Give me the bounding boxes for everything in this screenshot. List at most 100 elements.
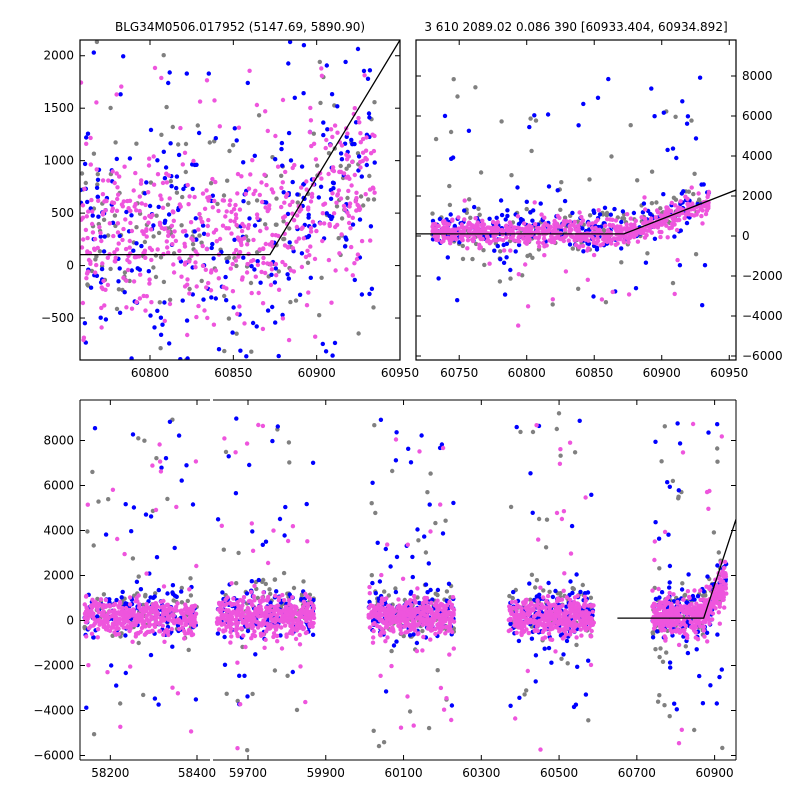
bottom-point-magenta (563, 626, 567, 630)
bottom-point-magenta (379, 631, 383, 635)
top-right-point-magenta (539, 212, 543, 216)
top-left-point-magenta (251, 238, 255, 242)
top-left-point-magenta (147, 163, 151, 167)
top-left-point-blue (185, 71, 189, 75)
bottom-point-grey (657, 566, 661, 570)
top-left-point-magenta (211, 205, 215, 209)
top-left-point-blue (214, 136, 218, 140)
bottom-point-magenta (385, 542, 389, 546)
top-left-point-blue (211, 256, 215, 260)
top-left-point-blue (306, 215, 310, 219)
bottom-point-grey (273, 668, 277, 672)
top-right-point-magenta (577, 245, 581, 249)
top-left-point-magenta (302, 236, 306, 240)
bottom-point-magenta (432, 615, 436, 619)
bottom-point-blue (184, 463, 188, 467)
top-left-point-blue (343, 244, 347, 248)
top-left-point-blue (293, 96, 297, 100)
bottom-point-grey (663, 424, 667, 428)
top-left-point-magenta (242, 236, 246, 240)
bottom-point-magenta (194, 459, 198, 463)
bottom-point-blue (164, 456, 168, 460)
bottom-point-grey (250, 692, 254, 696)
top-left-point-magenta (100, 261, 104, 265)
bottom-point-magenta (261, 424, 265, 428)
bottom-point-magenta (228, 640, 232, 644)
top-left-point-magenta (203, 207, 207, 211)
bottom-point-magenta (252, 594, 256, 598)
top-right-point-blue (678, 263, 682, 267)
bottom-point-magenta (371, 635, 375, 639)
top-left-point-blue (217, 347, 221, 351)
bottom-point-magenta (171, 618, 175, 622)
top-left-point-grey (227, 149, 231, 153)
bottom-point-blue (179, 589, 183, 593)
top-left-point-magenta (274, 273, 278, 277)
bottom-point-magenta (150, 463, 154, 467)
top-left-point-magenta (242, 321, 246, 325)
top-left-point-magenta (148, 246, 152, 250)
bottom-point-magenta (278, 619, 282, 623)
top-left-point-magenta (99, 239, 103, 243)
bottom-point-magenta (546, 614, 550, 618)
top-left-point-magenta (108, 221, 112, 225)
bottom-point-grey (661, 660, 665, 664)
bottom-point-magenta (153, 601, 157, 605)
top-left-point-blue (367, 115, 371, 119)
bottom-point-blue (177, 433, 181, 437)
top-right-point-magenta (675, 218, 679, 222)
top-left-point-magenta (360, 239, 364, 243)
top-left-point-grey (113, 213, 117, 217)
bottom-point-magenta (439, 686, 443, 690)
bottom-point-grey (222, 548, 226, 552)
bottom-point-magenta (507, 629, 511, 633)
top-left-point-grey (197, 233, 201, 237)
top-left-point-blue (344, 237, 348, 241)
top-right-point-magenta (586, 239, 590, 243)
top-right-point-magenta (487, 262, 491, 266)
top-left-point-grey (257, 113, 261, 117)
bottom-point-magenta (584, 599, 588, 603)
bottom-point-blue (274, 589, 278, 593)
bottom-point-magenta (86, 663, 90, 667)
bottom-point-magenta (286, 539, 290, 543)
top-left-points (78, 34, 377, 362)
bottom-point-magenta (114, 611, 118, 615)
top-left-point-blue (368, 68, 372, 72)
bottom-point-magenta (115, 537, 119, 541)
top-right-point-magenta (516, 323, 520, 327)
top-right-point-magenta (615, 237, 619, 241)
bottom-point-magenta (97, 618, 101, 622)
bottom-point-magenta (230, 622, 234, 626)
bottom-point-magenta (583, 495, 587, 499)
top-left-point-blue (197, 131, 201, 135)
top-left-point-magenta (251, 192, 255, 196)
bottom-point-grey (676, 495, 680, 499)
bottom-point-magenta (574, 623, 578, 627)
bottom-point-magenta (134, 632, 138, 636)
top-left-point-magenta (115, 197, 119, 201)
bottom-point-magenta (305, 610, 309, 614)
top-left-point-grey (315, 163, 319, 167)
bottom-point-blue (223, 663, 227, 667)
top-left-point-magenta (88, 136, 92, 140)
top-left-point-magenta (146, 190, 150, 194)
top-left-point-blue (84, 135, 88, 139)
bottom-point-magenta (449, 617, 453, 621)
bottom-point-blue (270, 439, 274, 443)
top-left-point-magenta (339, 232, 343, 236)
bottom-point-magenta (233, 618, 237, 622)
top-left-point-magenta (170, 224, 174, 228)
bottom-point-magenta (562, 589, 566, 593)
bottom-point-magenta (215, 622, 219, 626)
top-left-point-magenta (242, 224, 246, 228)
bottom-point-magenta (287, 598, 291, 602)
top-left-point-magenta (183, 151, 187, 155)
top-left-point-magenta (319, 176, 323, 180)
bottom-point-magenta (153, 616, 157, 620)
top-left-point-blue (83, 162, 87, 166)
bottom-point-blue (264, 540, 268, 544)
bottom-point-magenta (579, 622, 583, 626)
top-right-point-blue (685, 122, 689, 126)
top-left-point-magenta (348, 226, 352, 230)
